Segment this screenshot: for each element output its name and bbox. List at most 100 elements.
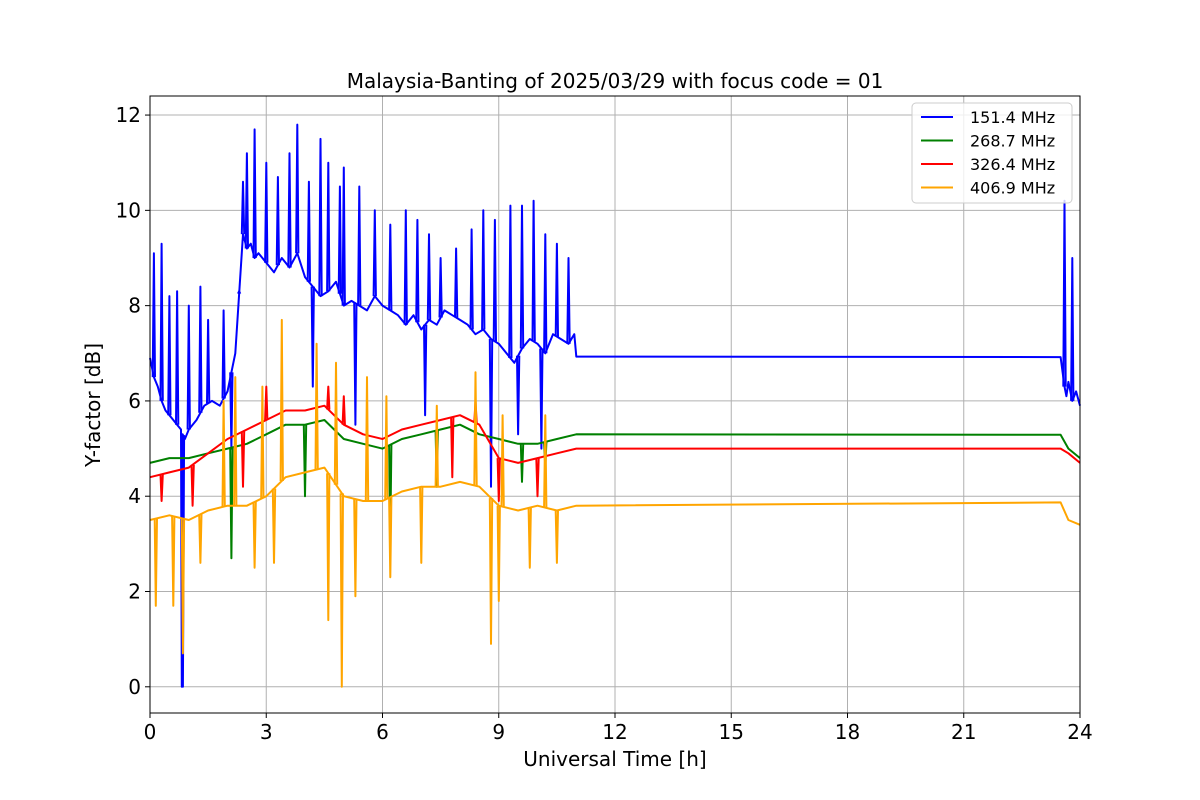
series-spike	[198, 285, 203, 413]
legend-label: 406.9 MHz	[970, 179, 1055, 198]
series-spike	[535, 458, 540, 498]
series-spike	[237, 290, 242, 295]
legend: 151.4 MHz 268.7 MHz 326.4 MHz 406.9 MHz	[911, 102, 1073, 204]
x-tick-label: 9	[492, 720, 505, 744]
x-axis-label: Universal Time [h]	[523, 747, 706, 771]
series-spike	[318, 137, 323, 297]
series-spike	[167, 295, 172, 416]
series-spike	[151, 252, 156, 378]
series-spike	[244, 152, 249, 249]
series-spike	[153, 518, 158, 607]
series-spike	[326, 161, 331, 292]
series-spike	[353, 303, 358, 426]
series-spike	[310, 286, 315, 388]
series-spike	[180, 518, 186, 655]
series-3	[149, 318, 1081, 688]
series-spike	[415, 218, 420, 323]
series-spike	[543, 414, 548, 508]
series-spike	[364, 376, 370, 502]
series-spike	[519, 204, 525, 349]
series-spike	[496, 458, 501, 502]
series-spike	[314, 342, 319, 470]
series-line	[149, 233, 1081, 688]
series-spike	[450, 417, 455, 479]
y-axis-ticks: 0 2 4 6 8 10 12	[116, 103, 150, 699]
series-spike	[186, 304, 191, 430]
series-spike	[469, 228, 474, 330]
series-spike	[554, 510, 559, 564]
series-spike	[171, 516, 176, 607]
y-tick-label: 6	[128, 389, 141, 413]
series-spike	[221, 399, 226, 507]
series-spike	[279, 318, 284, 482]
legend-label: 326.4 MHz	[970, 155, 1055, 174]
series-spike	[384, 395, 389, 500]
y-tick-label: 12	[116, 103, 141, 127]
series-spike	[1062, 199, 1067, 387]
series-spike	[454, 247, 459, 318]
series-spike	[419, 486, 424, 564]
series-spike	[566, 257, 571, 344]
series-spike	[198, 514, 203, 564]
series-spike	[159, 474, 164, 502]
series-spike	[423, 324, 428, 417]
series-spike	[264, 161, 269, 263]
series-0	[149, 123, 1081, 688]
series-spike	[206, 318, 211, 404]
series-line	[149, 404, 1081, 479]
series-spike	[481, 209, 486, 330]
series-spike	[333, 361, 339, 485]
series-spike	[488, 338, 494, 488]
series-spike	[252, 501, 257, 569]
series-spike	[302, 424, 308, 498]
x-tick-label: 0	[144, 720, 157, 744]
x-tick-label: 21	[951, 720, 976, 744]
y-tick-label: 4	[128, 484, 141, 508]
series-spike	[295, 123, 300, 254]
series-spike	[488, 498, 494, 645]
y-tick-label: 2	[128, 580, 141, 604]
series-spike	[337, 185, 342, 294]
series-spike	[341, 166, 346, 306]
series-lines	[149, 123, 1081, 688]
series-spike	[233, 376, 238, 506]
series-spike	[372, 209, 377, 297]
series-spike	[531, 199, 536, 342]
series-spike	[357, 185, 362, 306]
series-spike	[426, 233, 432, 320]
series-spike	[539, 348, 544, 450]
series-spike	[434, 404, 439, 487]
series-spike	[543, 233, 548, 354]
series-spike	[516, 355, 521, 436]
series-spike	[326, 385, 331, 410]
series-spike	[341, 395, 346, 425]
series-spike	[190, 464, 195, 507]
y-axis-label: Y-factor [dB]	[81, 343, 105, 468]
series-spike	[229, 447, 234, 560]
series-spike	[264, 385, 269, 421]
series-spike	[287, 152, 292, 268]
series-spike	[1070, 257, 1075, 401]
series-spike	[252, 128, 257, 259]
legend-box	[911, 102, 1073, 204]
y-tick-label: 0	[128, 675, 141, 699]
legend-label: 151.4 MHz	[970, 108, 1055, 127]
series-spike	[496, 505, 501, 602]
series-spike	[500, 414, 505, 507]
series-spike	[527, 507, 532, 569]
series-spike	[492, 218, 497, 342]
series-spike	[519, 443, 525, 483]
y-tick-label: 8	[128, 294, 141, 318]
series-line	[149, 466, 1081, 526]
series-spike	[240, 180, 246, 235]
x-axis-ticks: 0 3 6 9 12 15 18 21 24	[144, 713, 1093, 744]
series-spike	[175, 290, 180, 425]
series-spike	[339, 493, 344, 688]
x-tick-label: 15	[719, 720, 744, 744]
series-spike	[473, 371, 478, 486]
series-spike	[508, 204, 513, 359]
series-spike	[271, 488, 277, 564]
series-spike	[240, 431, 246, 488]
series-spike	[306, 180, 311, 282]
